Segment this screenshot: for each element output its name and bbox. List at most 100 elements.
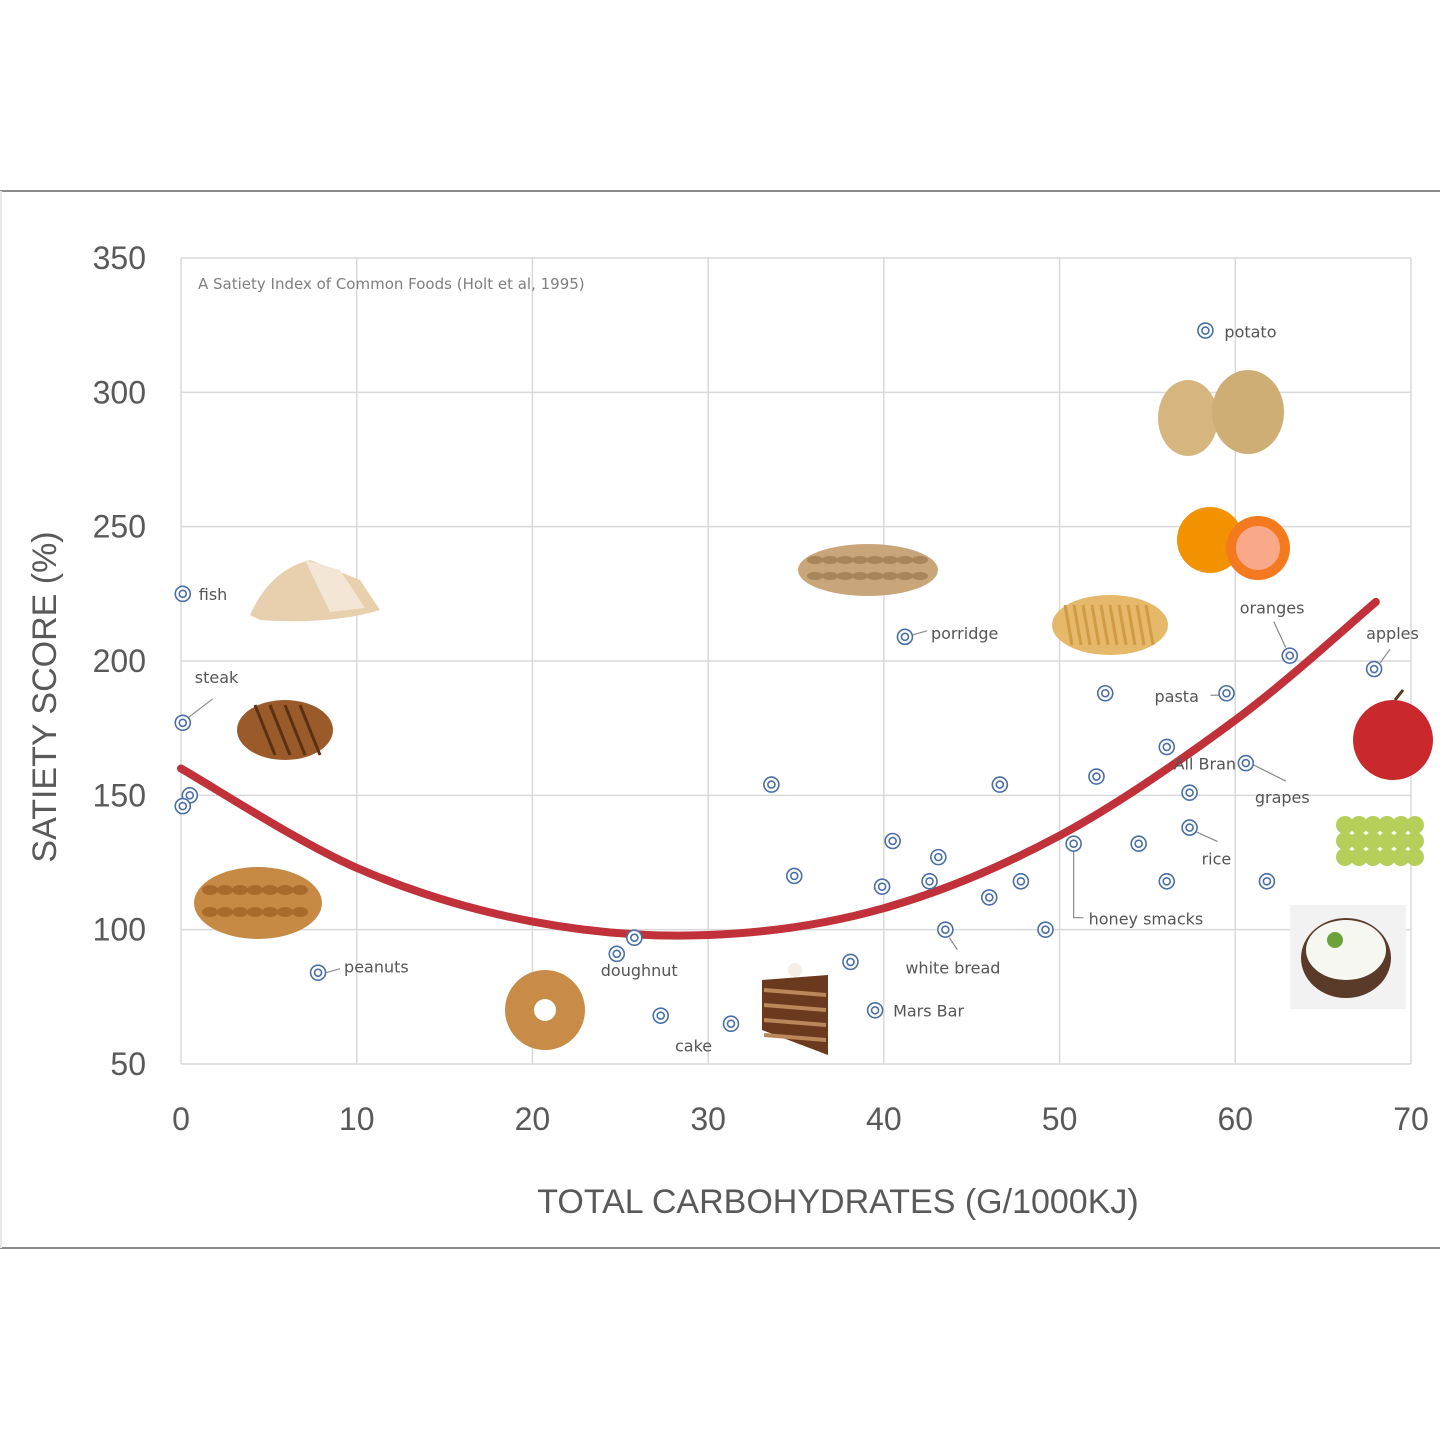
marker-outer-ring (608, 945, 626, 963)
point-label: oranges (1240, 599, 1305, 618)
marker-inner-ring (612, 949, 622, 959)
rice-illustration (1290, 905, 1406, 1009)
cake-illustration (762, 963, 828, 1055)
y-tick-labels: 50 100 150 200 250 300 350 (93, 240, 146, 1082)
potato-illustration (1158, 370, 1284, 456)
marker-outer-ring (1158, 873, 1176, 890)
marker-outer-ring (930, 848, 947, 866)
marker-outer-ring (1130, 835, 1147, 852)
grape (1406, 816, 1424, 834)
marker-inner-ring (846, 957, 855, 967)
data-point (1012, 873, 1030, 890)
cake-image (762, 975, 828, 1055)
marker-inner-ring (1369, 664, 1379, 674)
marker-outer-ring (652, 1007, 670, 1024)
marker-outer-ring (1218, 684, 1235, 702)
data-point (608, 945, 626, 963)
marker-inner-ring (877, 882, 887, 891)
pasta-illustration (1052, 595, 1168, 655)
marker-outer-ring (866, 1001, 884, 1019)
marker-inner-ring (178, 718, 188, 728)
data-point (652, 1007, 670, 1024)
data-points (174, 322, 1383, 1033)
marker-outer-ring (1012, 873, 1030, 890)
grapes-image (1336, 816, 1354, 834)
food-illustrations (194, 370, 1433, 1055)
marker-inner-ring (767, 780, 776, 789)
data-point (626, 929, 643, 947)
grape (1350, 848, 1368, 866)
data-point (309, 964, 327, 981)
data-point (1158, 873, 1176, 890)
marker-outer-ring (626, 929, 643, 947)
marker-inner-ring (925, 877, 934, 886)
data-point (884, 832, 901, 850)
grape (1350, 832, 1368, 850)
point-label: honey smacks (1089, 910, 1204, 929)
y-tick-label: 300 (93, 374, 146, 410)
marker-outer-ring (884, 832, 901, 850)
marker-inner-ring (185, 791, 195, 800)
data-point (1197, 322, 1214, 339)
leader-line (1195, 831, 1218, 843)
marker-outer-ring (1281, 647, 1299, 664)
marker-outer-ring (1258, 873, 1276, 890)
marker-inner-ring (313, 968, 323, 977)
point-label: steak (195, 668, 239, 687)
data-point (842, 953, 859, 971)
grape (1378, 832, 1396, 850)
point-label: All Bran (1174, 755, 1236, 774)
x-tick-label: 0 (172, 1101, 190, 1137)
apples-image (1353, 700, 1433, 780)
apples-illustration (1353, 689, 1433, 780)
marker-inner-ring (1069, 839, 1078, 848)
data-point (174, 714, 192, 732)
marker-inner-ring (1016, 877, 1026, 886)
oranges-illustration (1177, 507, 1290, 580)
x-axis-title: TOTAL CARBOHYDRATES (G/1000KJ) (537, 1183, 1138, 1221)
data-point (1065, 835, 1082, 852)
marker-inner-ring (900, 632, 910, 642)
potato-image (1158, 380, 1218, 456)
frame-top-border (0, 190, 1440, 192)
steak-image (237, 700, 333, 760)
point-label: potato (1224, 323, 1276, 342)
marker-inner-ring (1262, 877, 1272, 886)
data-point (1281, 647, 1299, 664)
marker-inner-ring (1201, 326, 1210, 335)
frame-bottom-border (0, 1247, 1440, 1249)
chart-title: A Satiety Index of Common Foods (Holt et… (198, 275, 585, 293)
marker-outer-ring (980, 889, 998, 906)
data-point (873, 878, 891, 895)
point-label: apples (1366, 624, 1419, 643)
grape (1406, 832, 1424, 850)
peanuts-illustration (194, 867, 322, 939)
marker-outer-ring (873, 878, 891, 895)
marker-outer-ring (991, 776, 1009, 793)
frame-left-border (0, 191, 2, 1248)
leader-line (1379, 648, 1391, 664)
marker-inner-ring (1222, 688, 1231, 698)
data-point (1181, 784, 1198, 801)
marker-inner-ring (1041, 925, 1050, 934)
marker-inner-ring (1100, 688, 1110, 698)
grape (1364, 816, 1382, 834)
marker-outer-ring (174, 797, 192, 815)
marker-outer-ring (722, 1015, 740, 1033)
marker-inner-ring (1092, 772, 1101, 781)
marker-inner-ring (1162, 877, 1172, 886)
data-point (174, 585, 192, 603)
grape (1406, 848, 1424, 866)
point-label: cake (675, 1037, 712, 1056)
y-tick-label: 150 (93, 777, 146, 813)
leader-line (1073, 851, 1084, 919)
oranges-image (1177, 507, 1243, 573)
marker-outer-ring (1197, 322, 1214, 339)
data-point (1096, 684, 1114, 702)
marker-outer-ring (1181, 819, 1198, 836)
marker-inner-ring (870, 1005, 880, 1015)
point-labels: fish steak peanuts doughnut cake Mars Bar porr… (195, 323, 1419, 1056)
marker-inner-ring (934, 852, 943, 862)
marker-inner-ring (1134, 839, 1143, 848)
grape (1336, 832, 1354, 850)
